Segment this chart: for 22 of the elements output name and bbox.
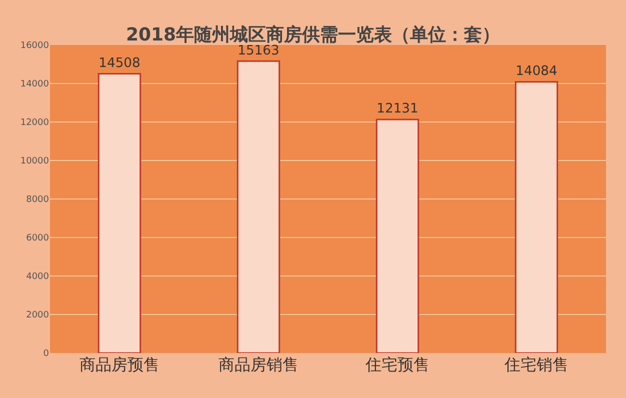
bar (236, 60, 280, 353)
data-label: 14084 (516, 64, 558, 80)
y-tick-label: 0 (43, 349, 50, 360)
x-tick-label: 住宅销售 (504, 355, 568, 374)
y-tick-label: 12000 (20, 118, 50, 128)
bar (376, 118, 420, 353)
x-tick-label: 住宅预售 (364, 355, 430, 374)
y-tick-label: 2000 (26, 310, 50, 321)
bar (98, 72, 142, 353)
y-tick-label: 6000 (26, 234, 50, 244)
x-tick-label: 商品房预售 (80, 355, 160, 374)
x-tick-label: 商品房销售 (218, 355, 298, 374)
y-tick-label: 10000 (20, 156, 50, 167)
data-label: 14508 (98, 56, 140, 71)
y-tick-label: 14000 (20, 80, 50, 90)
data-label: 12131 (376, 102, 418, 117)
bar (514, 81, 558, 353)
y-tick-label: 16000 (20, 41, 50, 52)
y-tick-label: 4000 (26, 272, 50, 282)
y-tick-label: 8000 (26, 195, 50, 206)
chart-title: 2018年随州城区商房供需一览表（单位：套） (126, 24, 500, 46)
data-label: 15163 (238, 43, 280, 58)
